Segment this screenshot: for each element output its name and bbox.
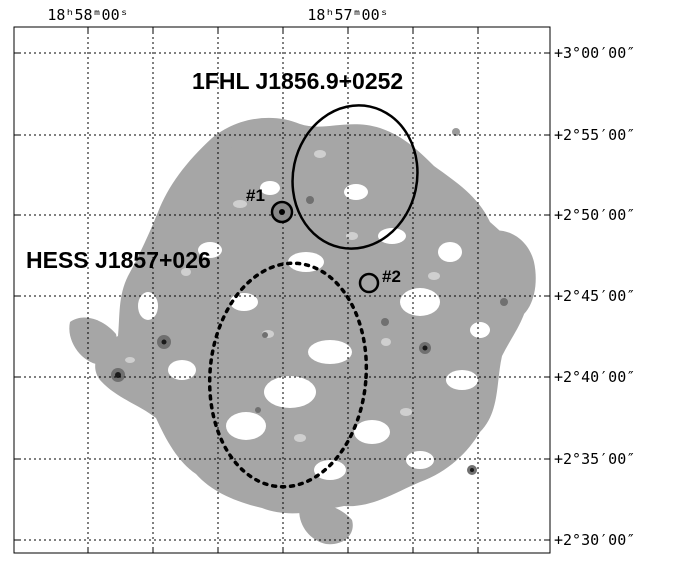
- map-frame: [13, 26, 551, 554]
- ra-tick-label: 18ʰ58ᵐ00ˢ: [47, 6, 128, 24]
- emission-region-left-arm: [69, 317, 117, 364]
- marker-1-label: #1: [246, 186, 265, 205]
- emission-peaks: [111, 128, 508, 475]
- marker-1-core: [279, 209, 285, 215]
- emission-map: [69, 117, 536, 545]
- dec-tick-label: +2°55′00″: [554, 126, 635, 144]
- hess-source-label: HESS J1857+026: [26, 247, 211, 273]
- marker-2-ring: [358, 272, 380, 294]
- dec-tick-label: +2°50′00″: [554, 206, 635, 224]
- ra-tick-label: 18ʰ57ᵐ00ˢ: [307, 6, 388, 24]
- emission-region-right-arm: [488, 230, 536, 320]
- fhl-error-ellipse: [291, 104, 419, 250]
- emission-gaps: [138, 181, 490, 480]
- dec-tick-label: +2°45′00″: [554, 287, 635, 305]
- hess-extent-ellipse: [207, 261, 369, 489]
- fhl-source-label: 1FHL J1856.9+0252: [192, 68, 403, 94]
- emission-region-main: [95, 117, 529, 514]
- emission-region-upper-lobe: [230, 122, 278, 163]
- axis-ticks: [14, 27, 550, 553]
- dec-tick-label: +2°30′00″: [554, 531, 635, 549]
- marker-2-label: #2: [382, 267, 401, 286]
- dec-tick-label: +3°00′00″: [554, 44, 635, 62]
- coordinate-grid: [14, 27, 550, 553]
- dec-tick-label: +2°40′00″: [554, 368, 635, 386]
- emission-region-bottom: [299, 502, 353, 545]
- dec-tick-label: +2°35′00″: [554, 450, 635, 468]
